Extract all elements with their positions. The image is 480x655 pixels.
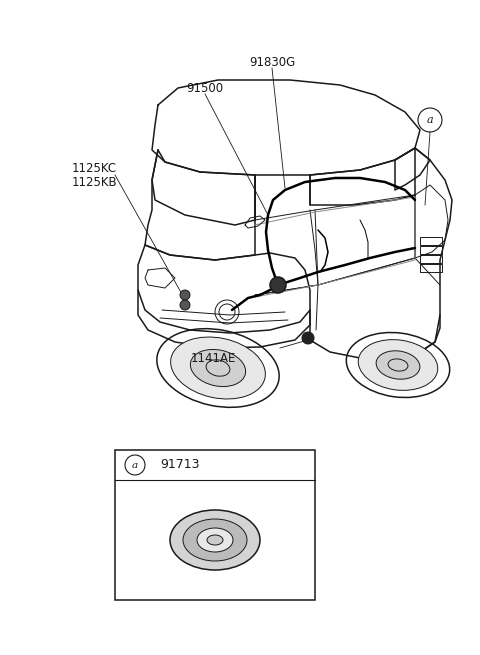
Circle shape [270, 277, 286, 293]
Text: 1141AE: 1141AE [190, 352, 236, 364]
Ellipse shape [207, 535, 223, 545]
Bar [420, 264, 442, 272]
Circle shape [180, 290, 190, 300]
Ellipse shape [170, 337, 265, 399]
Bar [420, 255, 442, 263]
Circle shape [302, 332, 314, 344]
Text: 91830G: 91830G [249, 56, 295, 69]
Text: a: a [427, 115, 433, 125]
Bar [420, 246, 442, 254]
Ellipse shape [358, 340, 438, 390]
Ellipse shape [197, 528, 233, 552]
Ellipse shape [183, 519, 247, 561]
Text: 91500: 91500 [186, 81, 224, 94]
Circle shape [180, 300, 190, 310]
Text: a: a [132, 460, 138, 470]
Bar [420, 237, 442, 245]
Bar [115, 450, 315, 600]
Ellipse shape [191, 350, 246, 386]
Text: 1125KB: 1125KB [72, 176, 118, 189]
Text: 91713: 91713 [160, 458, 200, 472]
Ellipse shape [170, 510, 260, 570]
Ellipse shape [376, 351, 420, 379]
Text: 1125KC: 1125KC [72, 162, 117, 174]
